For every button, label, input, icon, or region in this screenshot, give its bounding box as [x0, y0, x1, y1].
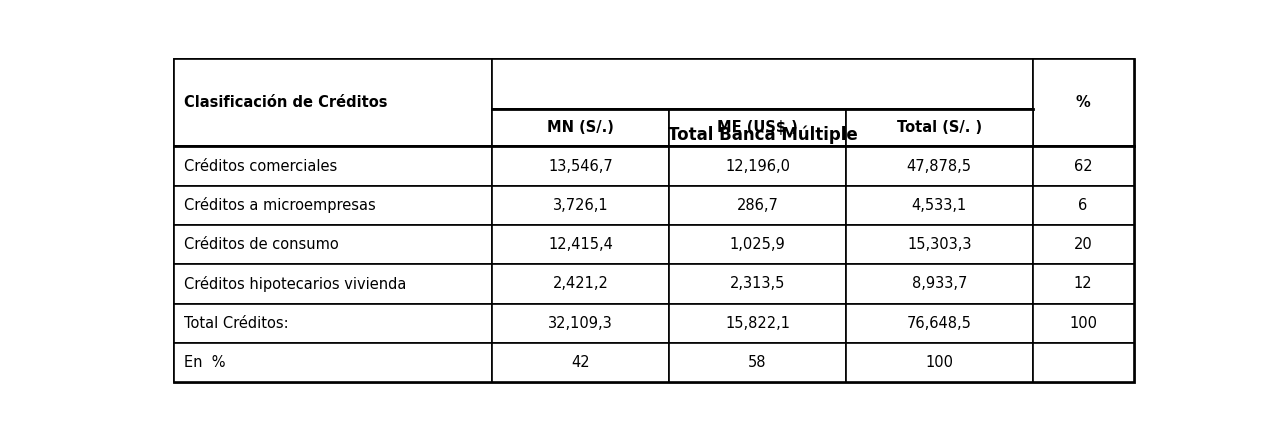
Bar — [1032, 343, 1133, 382]
Bar — [669, 264, 846, 304]
Bar — [846, 304, 1032, 343]
Text: Créditos de consumo: Créditos de consumo — [184, 237, 339, 252]
Text: Créditos a microempresas: Créditos a microempresas — [184, 198, 376, 213]
Text: 47,878,5: 47,878,5 — [907, 159, 972, 173]
Text: Créditos comerciales: Créditos comerciales — [184, 159, 337, 173]
Bar — [493, 343, 669, 382]
Bar — [1032, 225, 1133, 264]
Text: 32,109,3: 32,109,3 — [549, 316, 614, 331]
Bar — [175, 59, 493, 146]
Text: 2,313,5: 2,313,5 — [730, 277, 785, 291]
Text: Créditos hipotecarios vivienda: Créditos hipotecarios vivienda — [184, 276, 407, 292]
Text: 8,933,7: 8,933,7 — [911, 277, 967, 291]
Text: 15,303,3: 15,303,3 — [907, 237, 971, 252]
Text: 100: 100 — [1069, 316, 1097, 331]
Bar — [1032, 59, 1133, 146]
Text: 4,533,1: 4,533,1 — [911, 198, 967, 213]
Text: Clasificación de Créditos: Clasificación de Créditos — [184, 95, 388, 110]
Text: MN (S/.): MN (S/.) — [547, 120, 614, 135]
Text: 20: 20 — [1073, 237, 1092, 252]
Bar — [493, 264, 669, 304]
Bar — [493, 186, 669, 225]
Bar — [493, 225, 669, 264]
Text: 76,648,5: 76,648,5 — [907, 316, 971, 331]
Text: 13,546,7: 13,546,7 — [549, 159, 614, 173]
Text: 100: 100 — [925, 355, 953, 370]
Bar — [669, 109, 846, 146]
Bar — [175, 186, 493, 225]
Text: 1,025,9: 1,025,9 — [730, 237, 785, 252]
Bar — [175, 343, 493, 382]
Bar — [846, 109, 1032, 146]
Bar — [669, 146, 846, 186]
Bar — [175, 264, 493, 304]
Text: 62: 62 — [1074, 159, 1092, 173]
Bar — [669, 343, 846, 382]
Bar — [846, 186, 1032, 225]
Bar — [1032, 186, 1133, 225]
Bar — [493, 146, 669, 186]
Text: Total Créditos:: Total Créditos: — [184, 316, 288, 331]
Text: 15,822,1: 15,822,1 — [725, 316, 790, 331]
Text: ME (US$ ): ME (US$ ) — [717, 120, 798, 135]
Bar — [846, 264, 1032, 304]
Bar — [846, 146, 1032, 186]
Bar — [669, 186, 846, 225]
Bar — [493, 109, 669, 146]
Text: 12: 12 — [1074, 277, 1092, 291]
Text: 42: 42 — [572, 355, 590, 370]
Text: 58: 58 — [748, 355, 767, 370]
Bar — [846, 225, 1032, 264]
Text: 2,421,2: 2,421,2 — [553, 277, 609, 291]
Bar — [175, 304, 493, 343]
Text: 286,7: 286,7 — [736, 198, 778, 213]
Text: 3,726,1: 3,726,1 — [553, 198, 609, 213]
Text: Total Banca Múltiple: Total Banca Múltiple — [667, 125, 857, 143]
Bar — [493, 304, 669, 343]
Text: En  %: En % — [184, 355, 226, 370]
Bar — [493, 59, 1032, 109]
Bar — [846, 343, 1032, 382]
Bar — [175, 225, 493, 264]
Bar — [175, 146, 493, 186]
Bar — [669, 225, 846, 264]
Text: 12,415,4: 12,415,4 — [549, 237, 614, 252]
Text: %: % — [1076, 95, 1091, 110]
Text: 6: 6 — [1078, 198, 1087, 213]
Text: Total (S/. ): Total (S/. ) — [897, 120, 981, 135]
Bar — [1032, 264, 1133, 304]
Bar — [1032, 304, 1133, 343]
Bar — [1032, 146, 1133, 186]
Text: 12,196,0: 12,196,0 — [725, 159, 790, 173]
Bar — [669, 304, 846, 343]
